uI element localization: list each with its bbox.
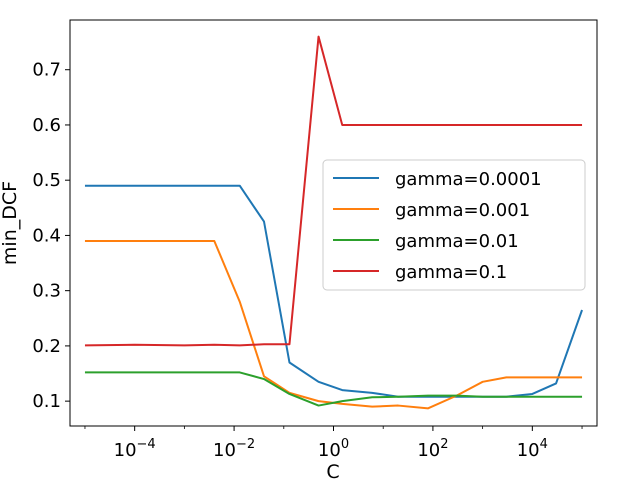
series-line-4 — [84, 35, 583, 347]
y-tick-label: 0.7 — [32, 60, 61, 81]
series-line-3 — [84, 371, 583, 407]
y-tick-label: 0.6 — [32, 115, 61, 136]
series-layer — [84, 35, 583, 410]
y-tick-label: 0.5 — [32, 170, 61, 191]
legend: gamma=0.0001 gamma=0.001 gamma=0.01 gamma=0… — [322, 159, 586, 291]
y-axis-label: min_DCF — [0, 181, 21, 265]
y-tick-label: 0.2 — [32, 336, 61, 357]
legend-label-1: gamma=0.0001 — [395, 169, 542, 190]
x-tick-label: 10−4 — [114, 437, 156, 461]
y-ticks: 0.1 0.2 0.3 0.4 0.5 0.6 0.7 — [32, 60, 70, 412]
y-tick-label: 0.3 — [32, 281, 61, 302]
x-ticks: 10−4 10−2 100 102 104 — [84, 426, 583, 461]
x-tick-label: 102 — [417, 437, 448, 461]
x-axis-label: C — [326, 461, 339, 480]
series-line-2 — [84, 239, 583, 410]
legend-box — [322, 159, 586, 291]
legend-label-4: gamma=0.1 — [395, 262, 507, 283]
x-tick-label: 104 — [517, 437, 548, 461]
legend-label-3: gamma=0.01 — [395, 231, 519, 252]
x-tick-label: 100 — [318, 437, 349, 461]
x-tick-label: 10−2 — [213, 437, 255, 461]
y-tick-label: 0.1 — [32, 391, 61, 412]
y-tick-label: 0.4 — [32, 225, 61, 246]
legend-label-2: gamma=0.001 — [395, 200, 530, 221]
